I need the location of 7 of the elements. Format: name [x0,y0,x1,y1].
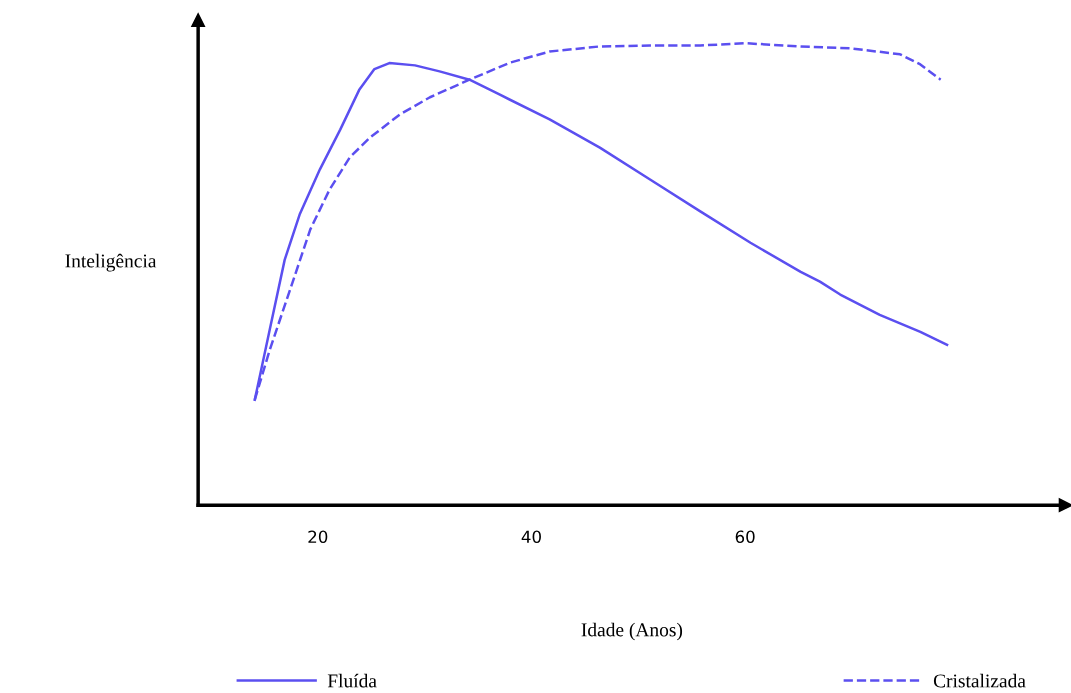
legend-label: Fluída [327,673,377,688]
x-tick-label: 60 [735,530,755,544]
x-axis-title: Idade (Anos) [581,622,683,641]
legend-label: Cristalizada [933,673,1026,688]
y-axis-title: Inteligência [65,253,157,272]
x-tick-label: 20 [308,530,328,544]
x-tick-label: 40 [521,530,541,544]
